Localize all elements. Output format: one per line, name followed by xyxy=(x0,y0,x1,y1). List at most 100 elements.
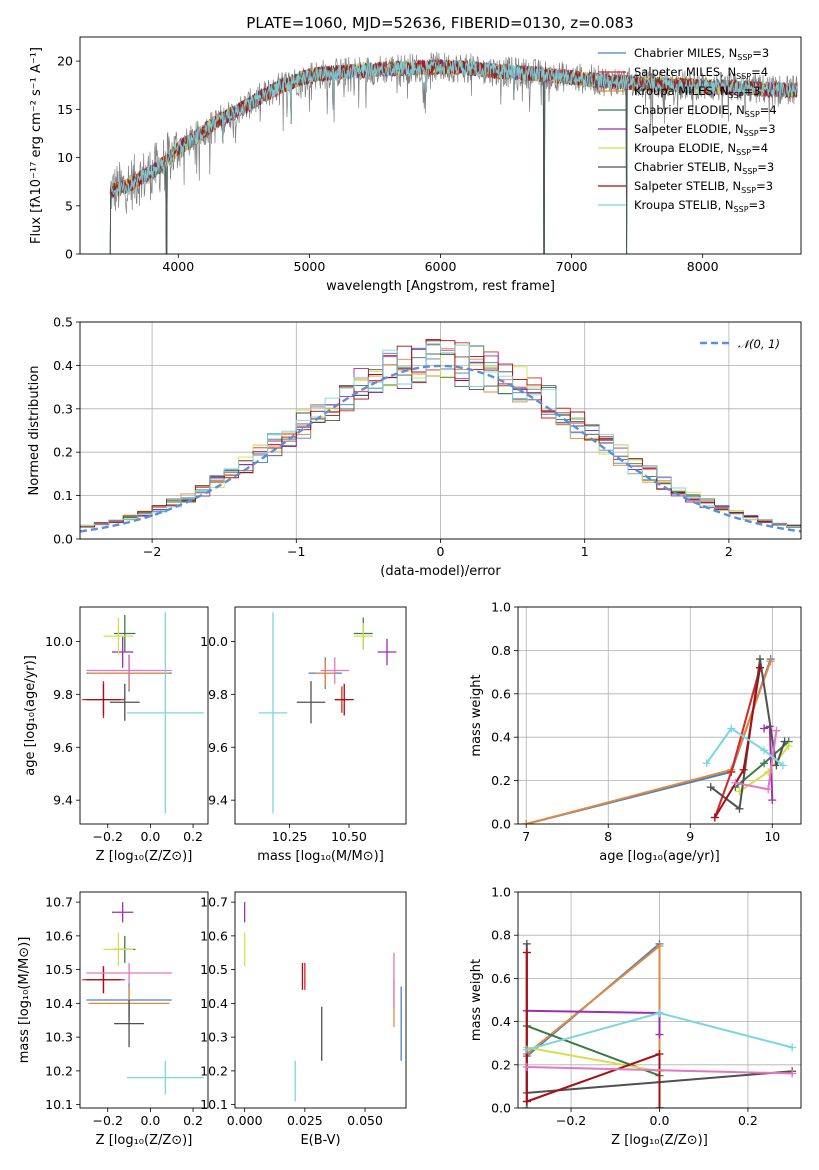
x-tick-label: 8000 xyxy=(687,259,719,274)
axes-frame xyxy=(517,606,802,825)
weight-marker xyxy=(768,796,777,805)
weight-marker xyxy=(522,1097,531,1106)
axes-mass-age: 10.25 10.50 9.4 9.6 9.8 10.0 mass [log₁₀(M/M⊙)… xyxy=(200,606,407,864)
x-tick-label: 2 xyxy=(725,544,733,559)
weight-marker xyxy=(731,778,740,787)
weight-marker xyxy=(760,759,769,768)
y-tick-label: 10.3 xyxy=(45,1030,73,1045)
weight-marker xyxy=(522,1062,531,1071)
legend-label: Salpeter MILES, NSSP=4 xyxy=(634,65,768,81)
y-axis-label: Flux [fλ10⁻¹⁷ erg cm⁻² s⁻¹ A⁻¹] xyxy=(29,47,44,244)
plot-area-mass-age xyxy=(258,612,397,814)
y-tick-label: 0.0 xyxy=(53,532,73,547)
x-axis-label: Z [log₁₀(Z/Z⊙)] xyxy=(611,1133,708,1148)
histogram-step xyxy=(80,339,801,528)
legend-label: Kroupa MILES, NSSP=3 xyxy=(634,84,760,100)
y-tick-label: 10.3 xyxy=(200,1030,228,1045)
y-tick-label: 0.4 xyxy=(491,1014,511,1029)
axes-z-age: −0.2 0.0 0.2 9.4 9.6 9.8 10.0 Z [log₁₀(Z/Z⊙)] ag… xyxy=(23,606,209,864)
x-axis-label: age [log₁₀(age/yr)] xyxy=(599,849,720,864)
x-tick-label: −0.2 xyxy=(93,1113,123,1128)
weight-marker xyxy=(780,737,789,746)
x-tick-label: 0.2 xyxy=(183,829,203,844)
weight-marker xyxy=(655,1008,664,1017)
x-tick-label: 0.000 xyxy=(227,1113,263,1128)
y-tick-label: 0.1 xyxy=(53,488,73,503)
y-tick-label: 9.8 xyxy=(53,687,73,702)
plot-area-z-weight xyxy=(522,939,797,1108)
legend-label: Salpeter STELIB, NSSP=3 xyxy=(634,179,773,195)
y-tick-label: 10.2 xyxy=(200,1063,228,1078)
x-axis-label: Z [log₁₀(Z/Z⊙)] xyxy=(96,1133,193,1148)
y-tick-label: 9.6 xyxy=(208,740,228,755)
y-tick-label: 15 xyxy=(57,102,73,117)
x-tick-label: 0.0 xyxy=(140,1113,160,1128)
legend-label: 𝒩(0, 1) xyxy=(738,337,780,351)
plot-area-ebv-mass xyxy=(243,902,402,1102)
axes-residuals: −2 −1 0 1 2 0.0 0.1 0.2 0.3 0.4 0.5 (data-model)/er… xyxy=(27,315,802,579)
x-tick-label: 7 xyxy=(522,829,530,844)
weight-marker xyxy=(522,1045,531,1054)
y-tick-label: 0.8 xyxy=(491,643,511,658)
x-tick-label: 0.025 xyxy=(287,1113,323,1128)
y-tick-label: 0.6 xyxy=(491,971,511,986)
y-tick-label: 10.2 xyxy=(45,1063,73,1078)
weight-marker xyxy=(739,765,748,774)
weight-marker xyxy=(760,724,769,733)
y-tick-label: 10.0 xyxy=(200,634,228,649)
legend-label: Chabrier MILES, NSSP=3 xyxy=(634,46,769,62)
x-tick-label: −1 xyxy=(287,544,305,559)
x-tick-label: −2 xyxy=(143,544,161,559)
axes-ebv-mass: 0.000 0.025 0.050 10.1 10.2 10.3 10.4 10.5 10.6 1… xyxy=(200,891,407,1148)
weight-marker xyxy=(766,657,775,666)
y-tick-label: 10.5 xyxy=(200,962,228,977)
y-tick-label: 0 xyxy=(65,247,73,262)
x-axis-label: (data-model)/error xyxy=(380,564,501,579)
y-tick-label: 0.5 xyxy=(53,315,73,330)
x-tick-label: 0.2 xyxy=(183,1113,203,1128)
weight-line xyxy=(526,1066,793,1075)
weight-marker xyxy=(788,1069,797,1078)
y-axis-label: mass [log₁₀(M/M⊙)] xyxy=(17,937,32,1064)
weight-marker xyxy=(735,804,744,813)
y-tick-label: 0.2 xyxy=(491,773,511,788)
weight-marker xyxy=(702,759,711,768)
y-tick-label: 10.4 xyxy=(200,996,228,1011)
x-axis-label: wavelength [Angstrom, rest frame] xyxy=(326,279,555,294)
x-axis-label: mass [log₁₀(M/M⊙)] xyxy=(257,849,384,864)
spectrum-legend: Chabrier MILES, NSSP=3 Salpeter MILES, NS… xyxy=(598,46,777,214)
weight-marker xyxy=(706,783,715,792)
weight-marker xyxy=(772,726,781,735)
y-axis-label: age [log₁₀(age/yr)] xyxy=(23,655,38,776)
weight-marker xyxy=(727,767,736,776)
weight-marker xyxy=(522,820,531,824)
figure-title: PLATE=1060, MJD=52636, FIBERID=0130, z=0… xyxy=(246,14,633,32)
y-axis-label: mass weight xyxy=(469,674,484,756)
y-tick-label: 0.2 xyxy=(53,445,73,460)
y-tick-label: 9.4 xyxy=(208,793,228,808)
axes-frame xyxy=(79,606,209,825)
y-tick-label: 9.6 xyxy=(53,740,73,755)
plot-area-z-age xyxy=(82,612,204,814)
weight-marker xyxy=(764,785,773,794)
axes-frame xyxy=(234,606,407,825)
y-tick-label: 1.0 xyxy=(491,885,511,900)
weight-marker xyxy=(778,761,787,770)
y-tick-label: 10.6 xyxy=(45,928,73,943)
weight-line xyxy=(705,727,784,767)
legend-label: Chabrier ELODIE, NSSP=4 xyxy=(634,103,777,119)
y-tick-label: 9.8 xyxy=(208,687,228,702)
x-tick-label: 7000 xyxy=(556,259,588,274)
axes-z-weight: −0.2 0.0 0.2 0.0 0.2 0.4 0.6 0.8 1.0 Z [log₁₀(Z/Z… xyxy=(469,885,802,1148)
x-tick-label: 10 xyxy=(764,829,780,844)
plot-area-spectrum xyxy=(109,51,798,254)
plot-area-residuals xyxy=(80,339,801,533)
weight-marker xyxy=(710,813,719,822)
x-tick-label: 6000 xyxy=(425,259,457,274)
x-tick-label: −0.2 xyxy=(93,829,123,844)
legend-label: Kroupa STELIB, NSSP=3 xyxy=(634,198,765,214)
x-tick-label: 1 xyxy=(581,544,589,559)
y-tick-label: 0.0 xyxy=(491,817,511,832)
x-tick-label: 0 xyxy=(437,544,445,559)
